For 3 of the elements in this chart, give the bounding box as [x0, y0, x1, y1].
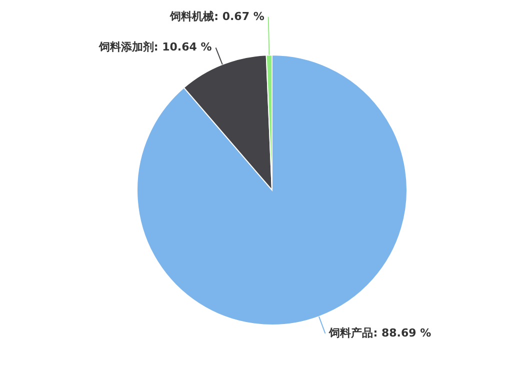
slice-label: 饲料产品: 88.69 %: [328, 326, 432, 340]
slice-label: 饲料添加剂: 10.64 %: [98, 40, 212, 54]
slice-label: 饲料机械: 0.67 %: [169, 10, 264, 24]
